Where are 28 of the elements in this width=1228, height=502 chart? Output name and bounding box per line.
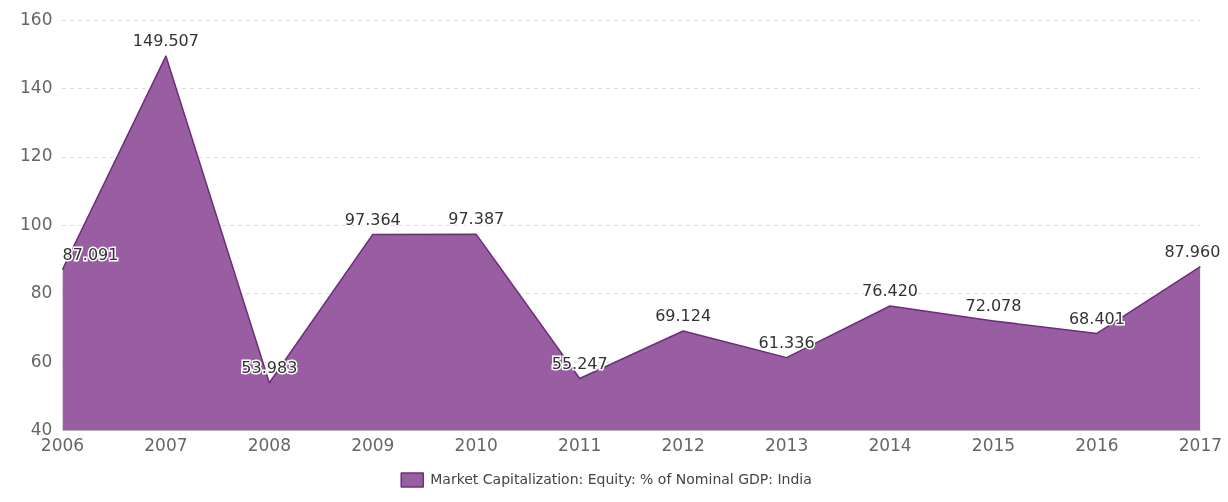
x-tick-label: 2012 [661, 435, 705, 456]
text: 149.507 [132, 31, 199, 51]
text: 68.401 [1068, 308, 1125, 328]
text: 97.364 [344, 209, 401, 229]
x-tick-label: 2007 [144, 435, 188, 456]
y-tick-label: 80 [30, 282, 53, 303]
y-tick-label: 160 [19, 8, 53, 29]
x-tick-label: 2010 [454, 435, 498, 456]
x-tick-label: 2008 [247, 435, 291, 456]
text: 97.387 [448, 209, 505, 229]
y-tick-label: 100 [19, 213, 53, 234]
text: 87.960 [1164, 241, 1221, 261]
x-tick-label: 2017 [1178, 435, 1222, 456]
text: 72.078 [965, 296, 1022, 316]
x-tick-label: 2016 [1075, 435, 1119, 456]
x-tick-label: 2015 [971, 435, 1016, 456]
x-tick-label: 2014 [868, 435, 912, 456]
text: 76.420 [862, 281, 919, 301]
legend-label: Market Capitalization: Equity: % of Nominal GDP: India [430, 470, 812, 487]
y-tick-label: 140 [19, 77, 53, 98]
x-tick-label: 2013 [764, 435, 809, 456]
x-tick-label: 2011 [558, 435, 602, 456]
x-tick-label: 2006 [40, 435, 85, 456]
y-tick-label: 60 [30, 350, 53, 371]
text: 69.124 [655, 306, 712, 326]
y-tick-label: 120 [19, 145, 53, 166]
x-tick-label: 2009 [351, 435, 395, 456]
text: 61.336 [758, 332, 815, 352]
